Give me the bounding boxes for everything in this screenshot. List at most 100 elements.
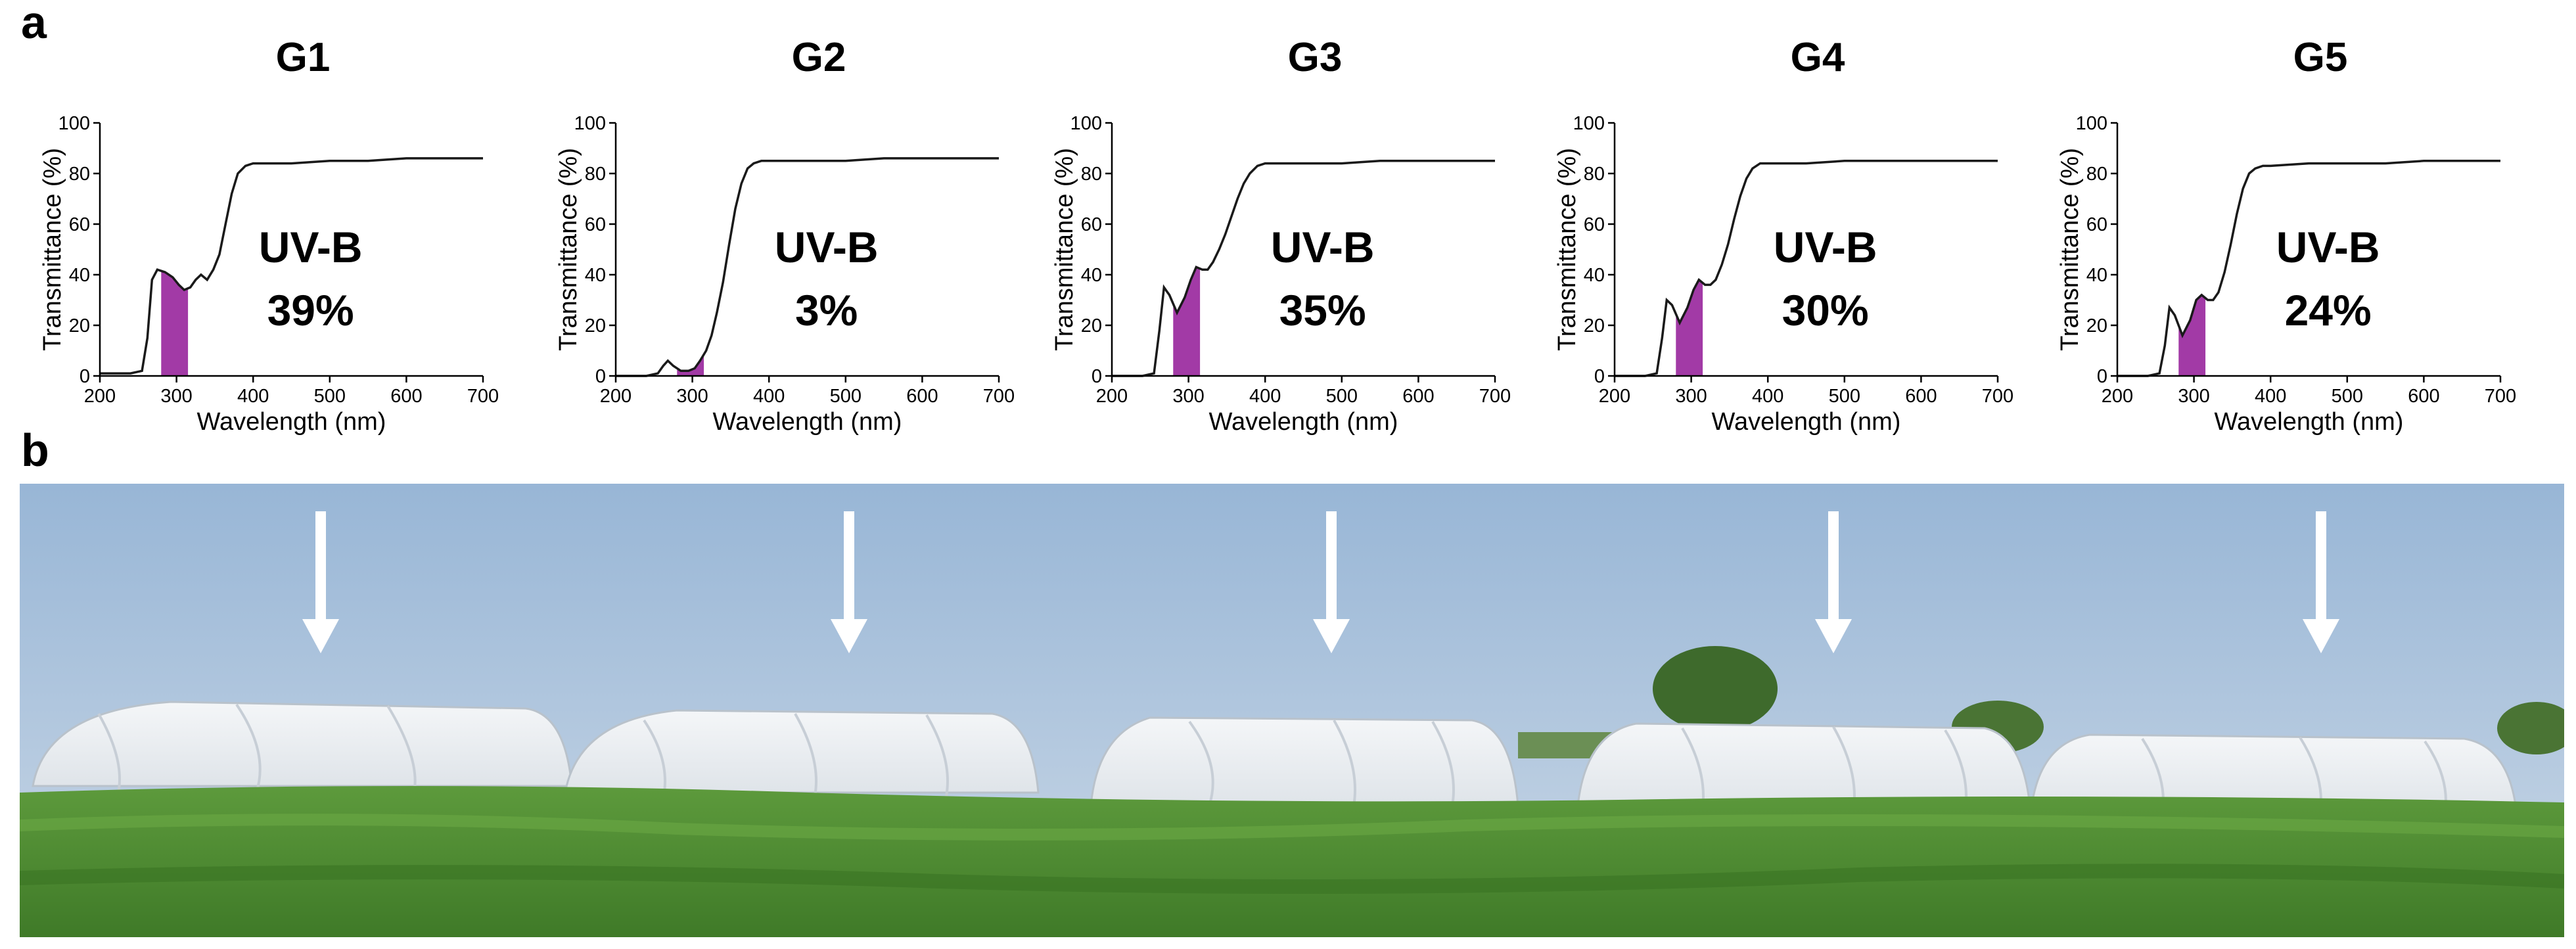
x-tick-label: 600 bbox=[2408, 386, 2439, 407]
y-tick-label: 40 bbox=[2086, 265, 2107, 286]
arrow-down-icon bbox=[302, 511, 339, 653]
uvb-shaded-area bbox=[1676, 279, 1703, 376]
y-tick-label: 40 bbox=[1081, 265, 1102, 286]
x-tick-label: 500 bbox=[314, 386, 346, 407]
greenhouse-g4 bbox=[1576, 722, 2032, 814]
arrow-down-icon bbox=[2303, 511, 2339, 653]
y-tick-label: 100 bbox=[574, 113, 606, 134]
uvb-value: 30% bbox=[1782, 286, 1869, 335]
y-tick-label: 40 bbox=[1584, 265, 1605, 286]
potato-field bbox=[20, 786, 2564, 937]
x-tick-label: 300 bbox=[1675, 386, 1707, 407]
uvb-label: UV-B bbox=[1271, 223, 1375, 271]
x-tick-label: 300 bbox=[2178, 386, 2209, 407]
y-tick-label: 100 bbox=[1070, 113, 1102, 134]
y-tick-label: 0 bbox=[80, 366, 90, 387]
x-tick-label: 700 bbox=[983, 386, 1015, 407]
uvb-value: 3% bbox=[795, 286, 858, 335]
uvb-label: UV-B bbox=[2276, 223, 2380, 271]
panel-label-a: a bbox=[21, 0, 47, 48]
x-tick-label: 400 bbox=[1249, 386, 1281, 407]
panel-label-b: b bbox=[21, 425, 49, 476]
uvb-value: 35% bbox=[1279, 286, 1366, 335]
x-tick-label: 200 bbox=[84, 386, 116, 407]
transmittance-curve bbox=[1112, 160, 1495, 377]
x-tick-label: 300 bbox=[160, 386, 192, 407]
x-tick-label: 200 bbox=[600, 386, 632, 407]
tree bbox=[2497, 702, 2564, 754]
uvb-value: 39% bbox=[267, 286, 354, 335]
chart-4: G4 0 20 40 60 80 100 200 300 400 500 600 700 Waveleng… bbox=[1553, 35, 2013, 436]
uvb-label: UV-B bbox=[775, 223, 879, 271]
y-tick-label: 40 bbox=[69, 265, 90, 286]
x-tick-label: 600 bbox=[906, 386, 938, 407]
y-tick-label: 80 bbox=[1081, 164, 1102, 185]
x-tick-label: 300 bbox=[1172, 386, 1204, 407]
y-axis-label: Transmittance (%) bbox=[2056, 148, 2084, 351]
y-axis-label: Transmittance (%) bbox=[555, 148, 582, 351]
x-tick-label: 200 bbox=[1599, 386, 1630, 407]
y-tick-label: 40 bbox=[585, 265, 606, 286]
x-tick-label: 500 bbox=[830, 386, 862, 407]
transmittance-curve bbox=[100, 157, 483, 375]
x-tick-label: 600 bbox=[1905, 386, 1937, 407]
chart-title: G2 bbox=[792, 35, 846, 80]
x-tick-label: 600 bbox=[1402, 386, 1434, 407]
greenhouse-photo bbox=[20, 484, 2564, 937]
y-tick-label: 60 bbox=[1584, 214, 1605, 235]
y-tick-label: 0 bbox=[595, 366, 606, 387]
tree bbox=[1653, 646, 1778, 731]
arrow-down-icon bbox=[1313, 511, 1350, 653]
x-tick-label: 700 bbox=[1479, 386, 1511, 407]
chart-1: G1 0 20 40 60 80 100 200 300 400 500 600 700 Waveleng… bbox=[39, 35, 499, 436]
y-tick-label: 0 bbox=[2097, 366, 2107, 387]
transmittance-curve bbox=[616, 157, 999, 377]
y-tick-label: 20 bbox=[2086, 315, 2107, 336]
x-tick-label: 300 bbox=[676, 386, 708, 407]
y-tick-label: 20 bbox=[69, 315, 90, 336]
y-tick-label: 60 bbox=[2086, 214, 2107, 235]
x-tick-label: 700 bbox=[1982, 386, 2013, 407]
uvb-shaded-area bbox=[1173, 267, 1201, 376]
y-tick-label: 0 bbox=[1594, 366, 1605, 387]
x-tick-label: 500 bbox=[1326, 386, 1358, 407]
uvb-value: 24% bbox=[2285, 286, 2372, 335]
y-axis-label: Transmittance (%) bbox=[39, 148, 66, 351]
chart-title: G1 bbox=[276, 35, 331, 80]
chart-title: G3 bbox=[1288, 35, 1343, 80]
y-tick-label: 60 bbox=[69, 214, 90, 235]
x-tick-label: 400 bbox=[2255, 386, 2286, 407]
y-tick-label: 100 bbox=[1573, 113, 1605, 134]
y-tick-label: 60 bbox=[1081, 214, 1102, 235]
y-tick-label: 80 bbox=[69, 164, 90, 185]
x-tick-label: 400 bbox=[237, 386, 269, 407]
y-tick-label: 80 bbox=[2086, 164, 2107, 185]
x-tick-label: 400 bbox=[1752, 386, 1783, 407]
chart-title: G5 bbox=[2293, 35, 2348, 80]
y-tick-label: 100 bbox=[58, 113, 90, 134]
y-tick-label: 20 bbox=[585, 315, 606, 336]
uvb-label: UV-B bbox=[1774, 223, 1877, 271]
greenhouse-g2 bbox=[564, 709, 1040, 797]
x-tick-label: 200 bbox=[2102, 386, 2133, 407]
arrow-down-icon bbox=[831, 511, 867, 653]
chart-title: G4 bbox=[1791, 35, 1845, 80]
x-tick-label: 500 bbox=[2332, 386, 2363, 407]
y-tick-label: 0 bbox=[1092, 366, 1102, 387]
x-tick-label: 500 bbox=[1829, 386, 1860, 407]
y-tick-label: 20 bbox=[1584, 315, 1605, 336]
x-axis-label: Wavelength (nm) bbox=[1209, 408, 1398, 436]
x-tick-label: 200 bbox=[1096, 386, 1128, 407]
x-tick-label: 600 bbox=[390, 386, 422, 407]
uvb-shaded-area bbox=[2178, 294, 2206, 376]
x-axis-label: Wavelength (nm) bbox=[1712, 408, 1901, 436]
x-axis-label: Wavelength (nm) bbox=[2215, 408, 2404, 436]
arrow-down-icon bbox=[1815, 511, 1852, 653]
y-tick-label: 60 bbox=[585, 214, 606, 235]
y-tick-label: 100 bbox=[2076, 113, 2107, 134]
chart-3: G3 0 20 40 60 80 100 200 300 400 500 600 700 Waveleng… bbox=[1051, 35, 1511, 436]
greenhouse-photo-illustration bbox=[20, 484, 2564, 937]
x-tick-label: 700 bbox=[467, 386, 499, 407]
